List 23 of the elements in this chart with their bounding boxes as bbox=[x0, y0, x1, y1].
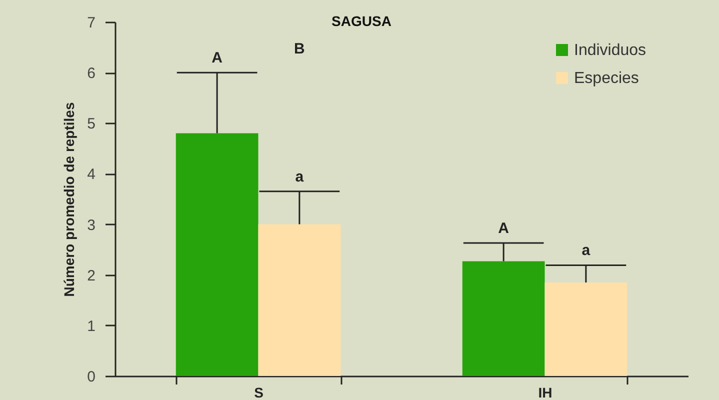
annotation: a bbox=[295, 168, 304, 186]
annotation: B bbox=[294, 40, 306, 58]
bar bbox=[462, 261, 545, 376]
annotation: A bbox=[498, 220, 510, 237]
bar bbox=[176, 133, 258, 376]
chart-title: SAGUSA bbox=[332, 13, 392, 29]
x-tick-label: S bbox=[254, 384, 264, 400]
y-tick-label: 7 bbox=[87, 14, 96, 32]
annotation: A bbox=[212, 50, 223, 67]
legend-label: Especies bbox=[574, 70, 639, 87]
y-tick-label: 1 bbox=[87, 318, 96, 335]
bar bbox=[544, 282, 628, 376]
legend-label: Individuos bbox=[574, 42, 646, 59]
x-tick-label: IH bbox=[538, 384, 552, 400]
y-tick-label: 3 bbox=[87, 216, 96, 234]
y-axis-title: Número promedio de reptiles bbox=[61, 102, 78, 297]
y-tick-label: 5 bbox=[87, 116, 96, 133]
y-tick-label: 4 bbox=[87, 166, 96, 184]
y-tick-label: 6 bbox=[87, 65, 96, 82]
bar bbox=[258, 224, 341, 376]
y-tick-label: 0 bbox=[87, 368, 96, 386]
y-tick-label: 2 bbox=[87, 267, 96, 284]
annotation: a bbox=[582, 242, 591, 260]
